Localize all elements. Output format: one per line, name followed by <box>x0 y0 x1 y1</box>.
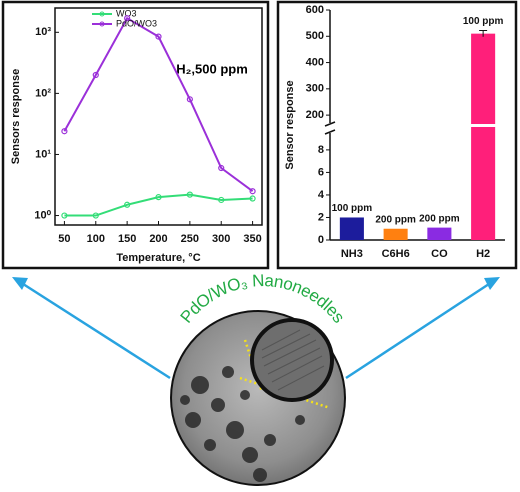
annotation: H₂,500 ppm <box>176 61 248 76</box>
bar <box>339 217 364 240</box>
x-tick-label: C6H6 <box>382 248 410 260</box>
bar-label: 100 ppm <box>332 203 373 214</box>
x-tick-label: H2 <box>476 248 490 260</box>
y-tick-label: 10¹ <box>35 148 51 160</box>
point <box>249 195 256 202</box>
point <box>124 15 131 22</box>
x-axis-title: Temperature, °C <box>116 252 200 264</box>
x-tick-label: 100 <box>87 233 105 245</box>
y-tick-label: 2 <box>318 211 324 223</box>
y-tick-label: 10³ <box>35 26 51 38</box>
left-panel <box>1 0 270 270</box>
point <box>155 194 162 201</box>
y-tick-label: 6 <box>318 166 324 178</box>
y-tick-label: 300 <box>306 83 324 95</box>
y-axis-title: Sensor response <box>284 80 296 169</box>
legend-marker <box>99 21 105 27</box>
point <box>155 33 162 40</box>
y-tick-label: 400 <box>306 56 324 68</box>
break-mark <box>324 129 336 135</box>
x-tick-label: 350 <box>243 233 261 245</box>
point <box>249 188 256 195</box>
bar-label: 200 ppm <box>419 213 460 224</box>
y-tick-label: 4 <box>318 189 325 201</box>
bar <box>471 33 496 241</box>
arrows <box>12 277 500 380</box>
point <box>61 128 68 135</box>
legend-label: PdO/WO3 <box>116 18 157 28</box>
y-axis-title: Sensors response <box>10 69 22 164</box>
x-tick-label: 50 <box>58 233 70 245</box>
point <box>186 96 193 103</box>
y-tick-label: 500 <box>306 30 324 42</box>
y-tick-label: 10⁰ <box>34 209 51 221</box>
bar-label: 100 ppm <box>463 16 504 27</box>
x-tick-label: 200 <box>149 233 167 245</box>
break-gap <box>470 124 497 127</box>
tem-image <box>170 310 346 486</box>
point <box>218 164 225 172</box>
x-tick-label: CO <box>431 248 448 260</box>
y-tick-label: 8 <box>318 144 324 156</box>
point <box>61 212 68 219</box>
point <box>218 196 225 204</box>
legend-label: WO3 <box>116 8 137 18</box>
y-tick-label: 200 <box>306 109 324 121</box>
x-tick-label: 250 <box>181 233 199 245</box>
point <box>92 212 99 219</box>
bar <box>427 227 452 240</box>
y-tick-label: 600 <box>306 4 324 16</box>
y-tick-label: 10² <box>35 87 51 99</box>
x-tick-label: NH3 <box>341 248 363 260</box>
break-mark <box>324 121 336 127</box>
series-line <box>64 193 253 217</box>
y-tick-label: 0 <box>318 234 324 246</box>
bar <box>383 228 408 240</box>
x-tick-label: 300 <box>212 233 230 245</box>
point <box>186 191 193 198</box>
bar-label: 200 ppm <box>375 214 416 225</box>
x-tick-label: 150 <box>118 233 136 245</box>
legend-marker <box>99 11 105 17</box>
point <box>124 201 131 208</box>
series-line <box>63 16 254 193</box>
point <box>92 71 99 79</box>
